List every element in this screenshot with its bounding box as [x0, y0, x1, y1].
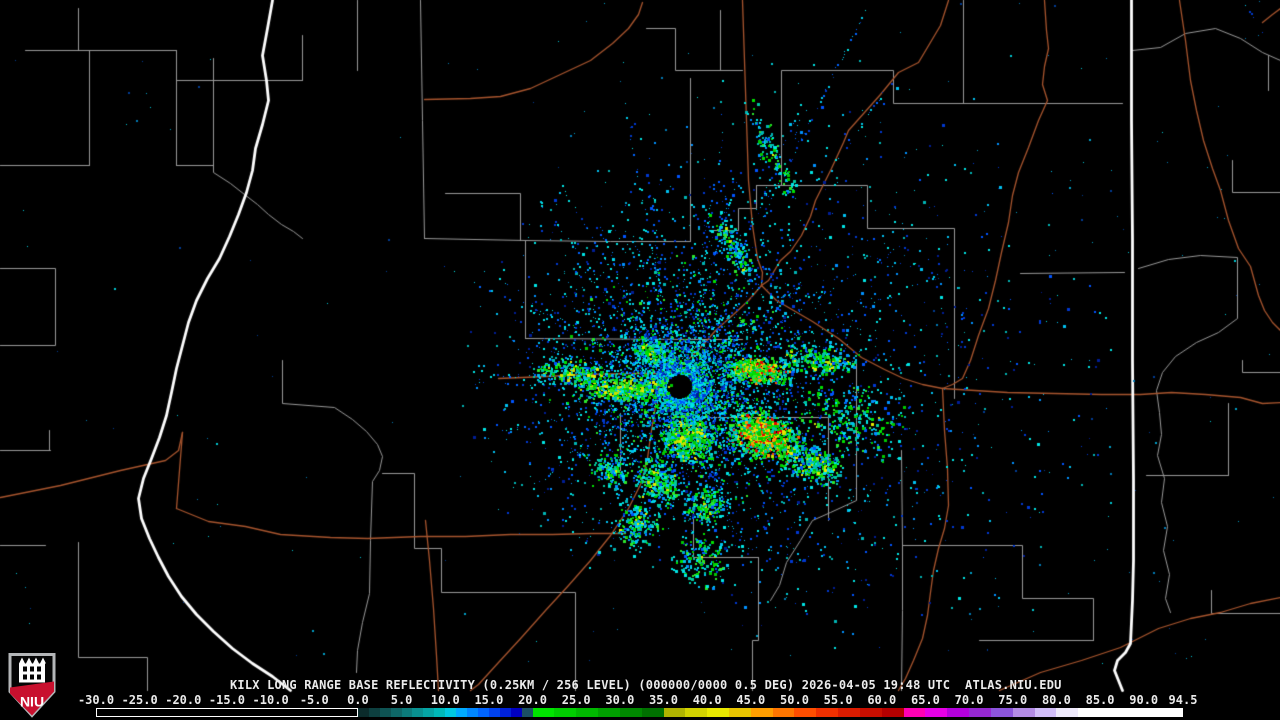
colorbar: [96, 708, 1184, 717]
colorbar-label: 25.0: [561, 693, 591, 707]
colorbar-segment: [881, 708, 905, 717]
colorbar-segment: [1056, 708, 1079, 717]
colorbar-label: 45.0: [736, 693, 766, 707]
colorbar-segment: [772, 708, 795, 717]
colorbar-label: 0.0: [347, 693, 369, 707]
colorbar-segment: [532, 708, 555, 717]
colorbar-segment: [390, 708, 403, 717]
colorbar-segment: [368, 708, 381, 717]
colorbar-segment: [1012, 708, 1036, 717]
colorbar-label: 80.0: [1041, 693, 1071, 707]
colorbar-segment: [1143, 708, 1167, 717]
colorbar-segment: [663, 708, 686, 717]
colorbar-label: 85.0: [1085, 693, 1115, 707]
colorbar-label: -20.0: [165, 693, 202, 707]
colorbar-segment: [990, 708, 1014, 717]
colorbar-segment: [794, 708, 817, 717]
colorbar-label: 40.0: [692, 693, 722, 707]
colorbar-segment: [707, 708, 730, 717]
colorbar-label: 5.0: [390, 693, 413, 707]
colorbar-label: 20.0: [518, 693, 547, 707]
colorbar-segment: [903, 708, 926, 717]
colorbar-segment: [598, 708, 621, 717]
colorbar-segment: [510, 708, 523, 717]
colorbar-label: 94.5: [1168, 693, 1198, 707]
colorbar-segment: [477, 708, 490, 717]
colorbar-segment: [947, 708, 970, 717]
colorbar-segment: [467, 708, 479, 717]
colorbar-segment: [456, 708, 468, 717]
colorbar-segment: [750, 708, 774, 717]
colorbar-segment: [728, 708, 752, 717]
logo-text: NIU: [20, 694, 44, 710]
colorbar-segment: [412, 708, 424, 717]
colorbar-label: 65.0: [910, 693, 940, 707]
logo-red-band: [10, 681, 54, 716]
colorbar-label: 55.0: [823, 693, 853, 707]
colorbar-segment: [1100, 708, 1123, 717]
castle-icon: [19, 657, 46, 683]
colorbar-segment: [1165, 708, 1184, 717]
colorbar-label: 60.0: [867, 693, 897, 707]
colorbar-label: -25.0: [121, 693, 158, 707]
colorbar-segment: [401, 708, 413, 717]
colorbar-segment: [838, 708, 861, 717]
colorbar-segment: [925, 708, 948, 717]
colorbar-label: -10.0: [252, 693, 289, 707]
colorbar-segment: [1078, 708, 1101, 717]
colorbar-label: -5.0: [299, 693, 329, 707]
colorbar-label: 10.0: [430, 693, 460, 707]
colorbar-segment: [576, 708, 599, 717]
colorbar-label: 75.0: [998, 693, 1028, 707]
colorbar-segment: [1034, 708, 1057, 717]
colorbar-segment: [641, 708, 664, 717]
colorbar-label: 90.0: [1129, 693, 1159, 707]
colorbar-segment: [859, 708, 883, 717]
colorbar-segment: [619, 708, 643, 717]
colorbar-label: 15.0: [474, 693, 504, 707]
colorbar-segment: [969, 708, 992, 717]
colorbar-label: -30.0: [77, 693, 115, 707]
colorbar-segment: [554, 708, 577, 717]
colorbar-segment: [816, 708, 839, 717]
colorbar-label: 35.0: [649, 693, 678, 707]
colorbar-segment: [445, 708, 457, 717]
colorbar-segment: [488, 708, 501, 717]
colorbar-empty-range: [96, 708, 358, 717]
product-caption: KILX LONG RANGE BASE REFLECTIVITY (0.25K…: [230, 678, 1062, 692]
colorbar-segment: [499, 708, 512, 717]
colorbar-label: 70.0: [954, 693, 984, 707]
colorbar-segment: [434, 708, 446, 717]
colorbar-label: -15.0: [208, 693, 246, 707]
colorbar-segment: [521, 708, 534, 717]
colorbar-label: 30.0: [605, 693, 635, 707]
colorbar-segment: [379, 708, 392, 717]
niu-logo: NIU: [8, 653, 56, 718]
colorbar-segment: [357, 708, 370, 717]
colorbar-segment: [1121, 708, 1145, 717]
colorbar-segment: [685, 708, 708, 717]
colorbar-label: 50.0: [780, 693, 809, 707]
colorbar-segment: [423, 708, 435, 717]
